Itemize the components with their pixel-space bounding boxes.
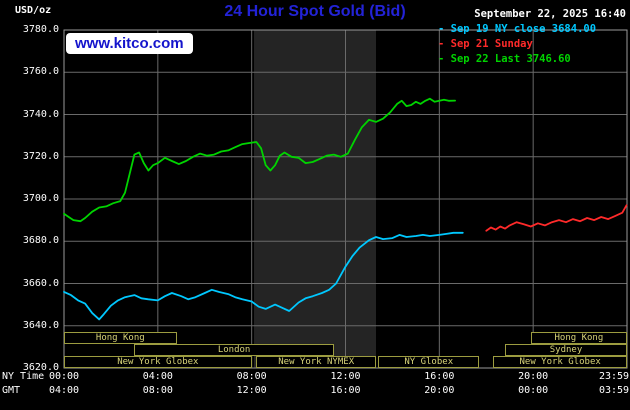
- datetime-label: September 22, 2025 16:40: [474, 8, 626, 20]
- y-tick-label: 3640.0: [22, 319, 59, 331]
- legend: - Sep 19 NY close 3684.00 - Sep 21 Sunday…: [438, 22, 596, 67]
- x-tick-ny: 00:00: [48, 371, 80, 382]
- y-tick-label: 3740.0: [22, 108, 59, 120]
- x-tick-gmt: 04:00: [48, 385, 80, 396]
- y-axis-units-label: USD/oz: [15, 5, 52, 16]
- y-tick-label: 3760.0: [22, 66, 59, 78]
- gmt-axis-label: GMT: [2, 385, 21, 396]
- legend-item: - Sep 19 NY close 3684.00: [438, 23, 597, 35]
- x-tick-ny: 16:00: [424, 371, 455, 382]
- y-tick-label: 3720.0: [22, 150, 59, 162]
- price-line-sep22: [63, 97, 457, 223]
- kitco-watermark-link[interactable]: www.kitco.com: [66, 33, 193, 54]
- y-tick-label: 3700.0: [22, 193, 59, 204]
- x-tick-gmt: 12:00: [236, 385, 267, 396]
- x-tick-gmt: 08:00: [142, 385, 173, 396]
- y-tick-label: 3620.0: [22, 362, 59, 373]
- x-tick-gmt: 03:59: [598, 385, 630, 396]
- legend-item: - Sep 21 Sunday: [438, 38, 533, 50]
- x-tick-gmt: 20:00: [424, 385, 455, 396]
- y-tick-label: 3780.0: [22, 24, 59, 35]
- x-tick-ny: 04:00: [142, 371, 173, 382]
- chart-title: 24 Hour Spot Gold (Bid): [224, 3, 406, 20]
- y-tick-label: 3660.0: [22, 277, 59, 289]
- x-tick-ny: 12:00: [330, 371, 361, 382]
- legend-item: - Sep 22 Last 3746.60: [438, 53, 571, 65]
- x-tick-gmt: 16:00: [330, 385, 361, 396]
- ny-time-axis-label: NY Time: [2, 371, 45, 382]
- x-tick-ny: 08:00: [236, 371, 267, 382]
- y-tick-label: 3680.0: [22, 235, 59, 247]
- price-line-sep19: [63, 231, 464, 321]
- x-tick-gmt: 00:00: [518, 385, 549, 396]
- x-tick-ny: 20:00: [518, 371, 549, 382]
- x-tick-ny: 23:59: [598, 371, 630, 382]
- plot-border: [63, 29, 628, 369]
- price-line-sep21: [485, 204, 628, 232]
